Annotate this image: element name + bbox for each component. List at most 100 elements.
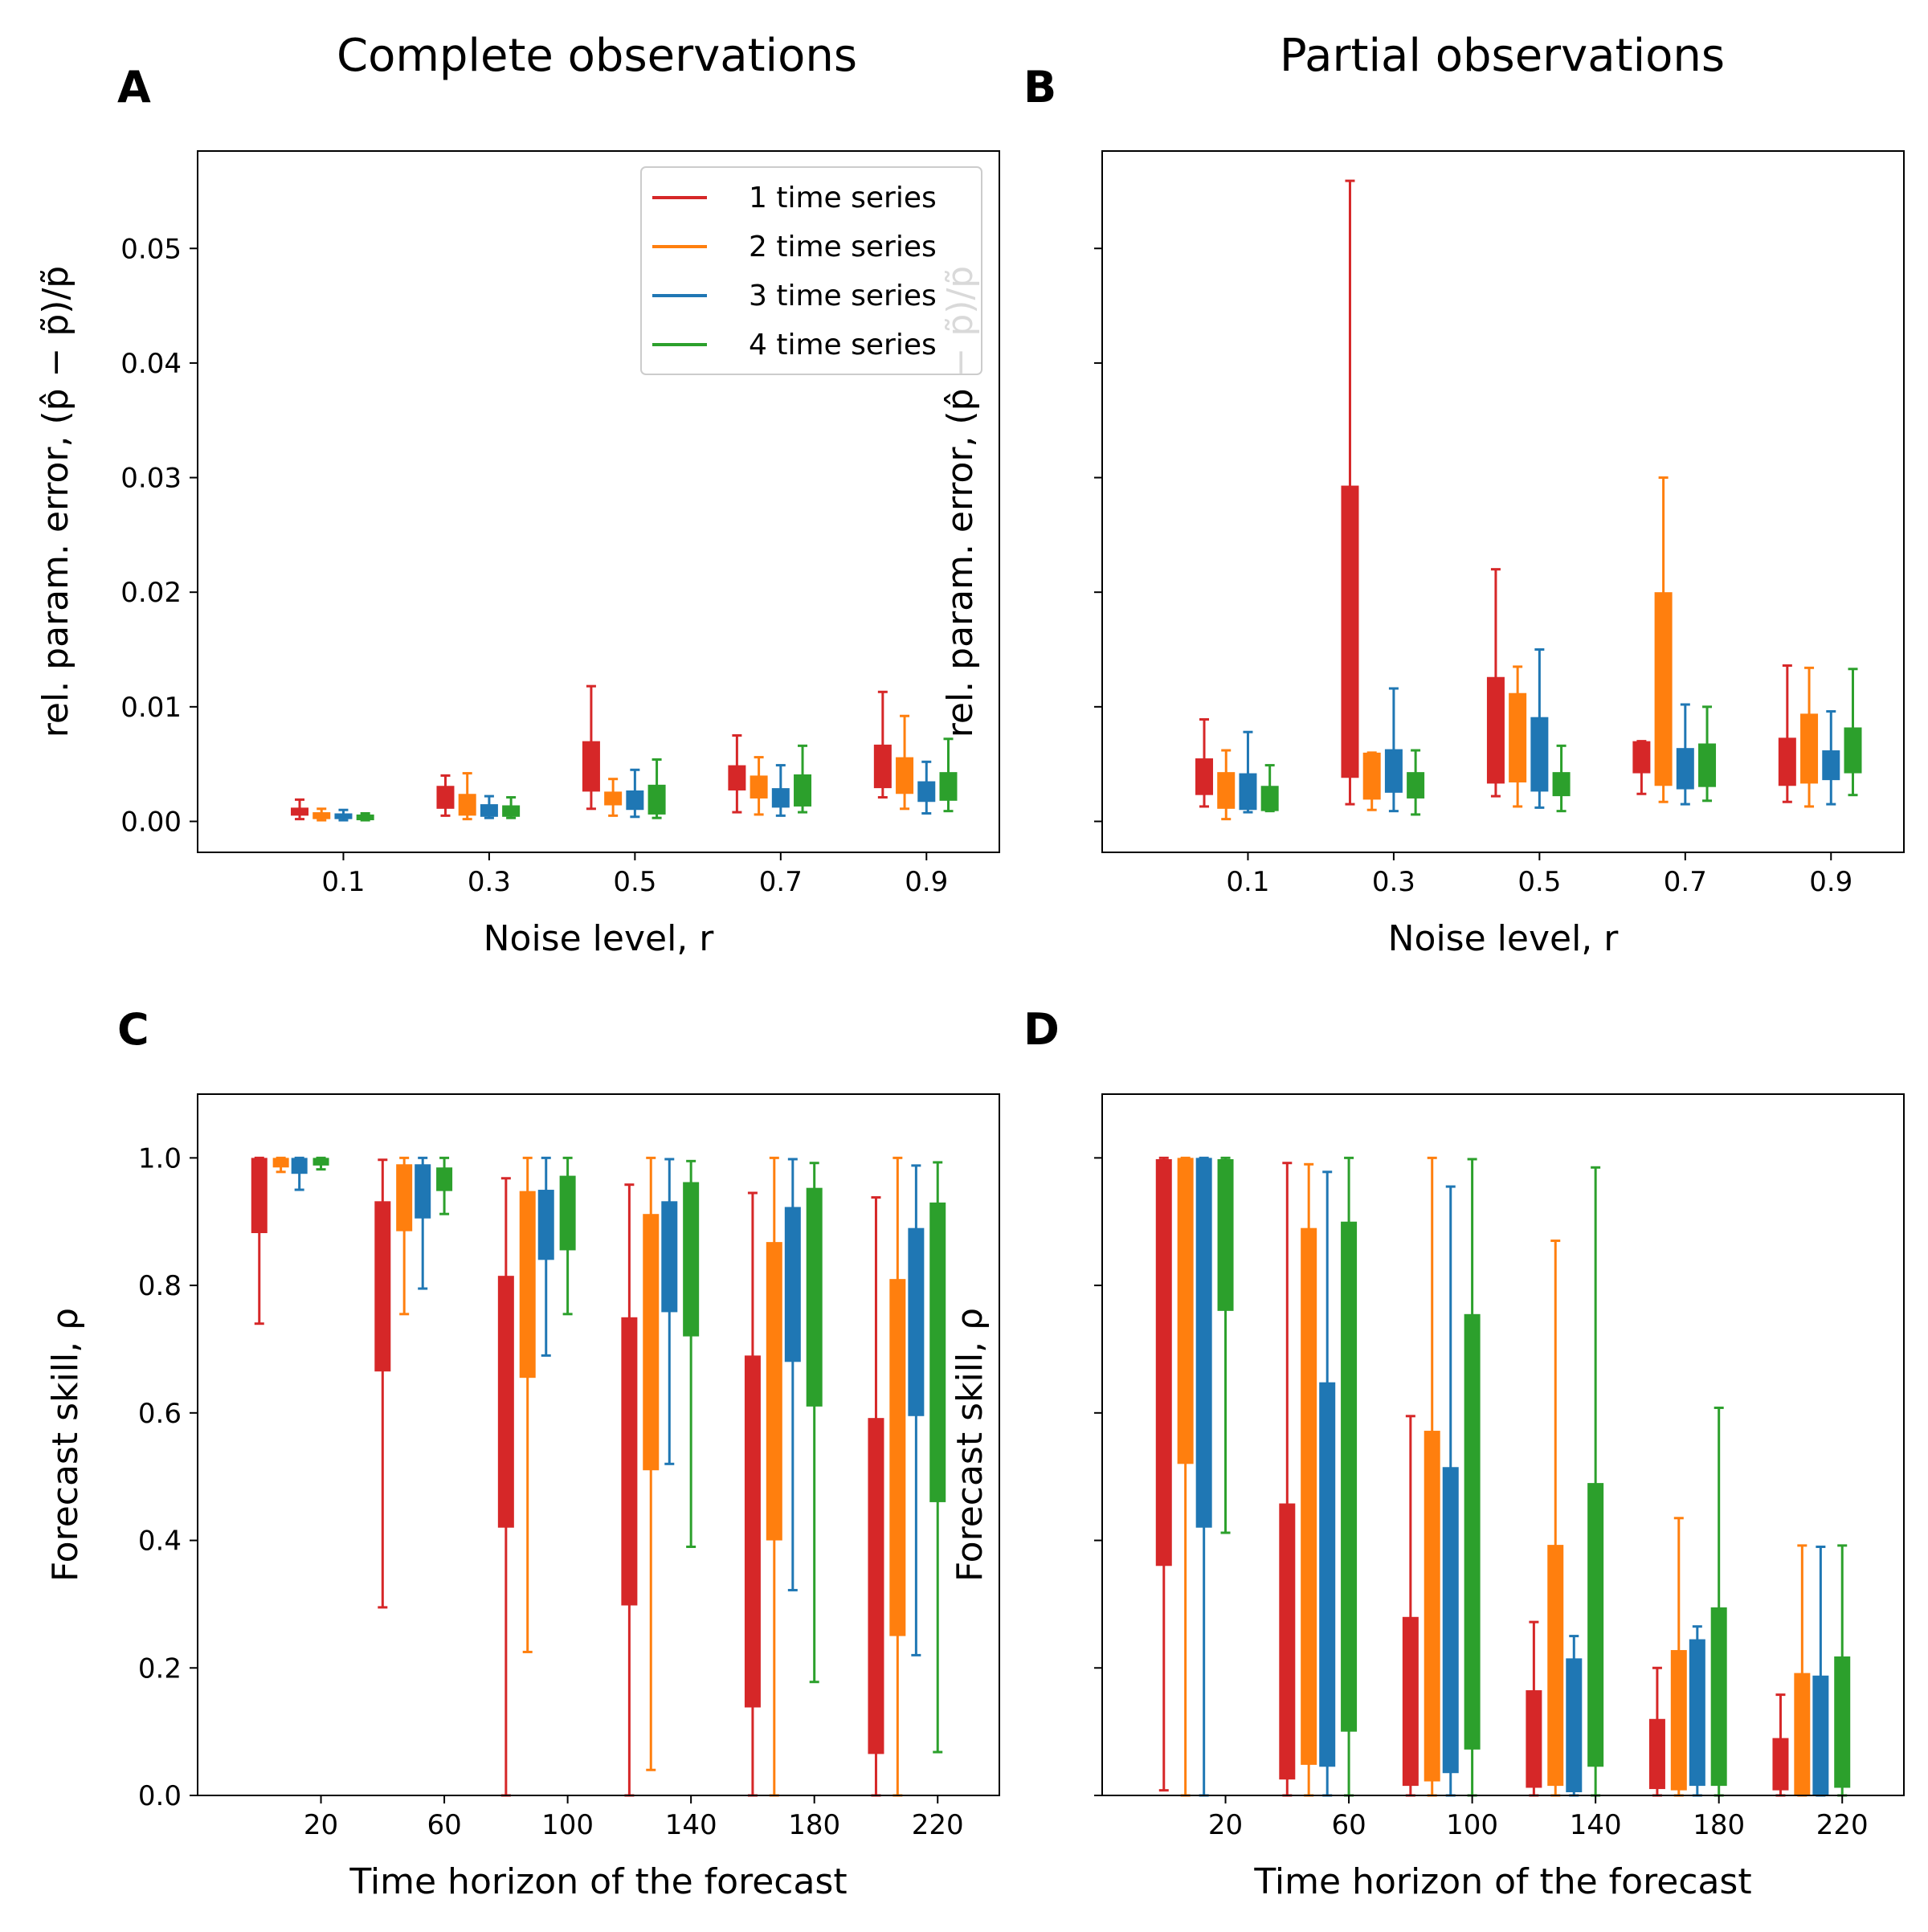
legend-item-label: 4 time series [749,329,937,361]
box-body [1552,772,1571,797]
series-2 [1217,476,1819,821]
box-body [291,1158,308,1174]
box-body [1407,772,1425,799]
box-body [334,813,353,819]
x-tick-label: 0.7 [1664,866,1707,898]
panel-letter: B [1023,62,1056,112]
box-body [750,775,768,799]
x-axis-label: Time horizon of the forecast [1253,1861,1751,1902]
box-body [1319,1382,1336,1767]
box-body [1778,737,1796,786]
series-3 [1195,1156,1829,1797]
box-body [1772,1738,1789,1791]
x-tick-label: 0.1 [1226,866,1269,898]
box-body [312,812,331,819]
box-body [929,1202,946,1502]
box-body [480,804,498,817]
box-body [1177,1158,1194,1464]
box-body [1587,1483,1604,1767]
panel-c: C 20 60 100 140 180 220 0.0 0.2 0.4 0.6 0.8 1.0 Time … [45,1004,1000,1902]
box-body [1822,750,1840,781]
box-body [502,805,521,817]
x-tick-label: 100 [1446,1809,1498,1841]
box-body [1341,1221,1358,1732]
panel-a: A 0.1 0.3 0.5 0.7 0.9 0.00 0.01 0.02 0.03 0.04 0.05… [35,62,1000,959]
legend-item-label: 3 time series [749,280,937,312]
box-body [519,1191,536,1379]
y-tick-label: 0.2 [138,1652,182,1685]
x-tick-label: 220 [912,1809,964,1841]
series-4 [312,1156,946,1754]
box-body [537,1190,554,1260]
box-body [939,772,958,801]
panel-d: D 20 60 100 140 180 220 Time horizon of the for… [950,1004,1905,1902]
box-body [766,1242,782,1541]
axes-frame [1101,150,1905,853]
legend: 1 time series 2 time series 3 time series 4… [640,166,982,375]
x-tick-label: 60 [1331,1809,1366,1841]
y-tick-label: 0.6 [138,1398,182,1430]
box-body [728,765,746,790]
box-body [415,1164,431,1219]
axes-frame [197,1093,1000,1796]
box-body [1362,752,1381,800]
box-body [1566,1658,1583,1793]
x-tick-label: 0.1 [321,866,365,898]
x-tick-label: 0.5 [613,866,656,898]
axes-frame [1101,1093,1905,1796]
box-body [744,1355,761,1708]
x-tick-label: 220 [1816,1809,1869,1841]
y-tick-label: 0.00 [120,806,182,838]
box-body [626,790,644,811]
x-tick-label: 180 [1693,1809,1745,1841]
y-tick-label: 0.01 [120,692,182,724]
box-body [647,784,666,815]
x-tick-label: 60 [427,1809,461,1841]
series-1 [1155,1156,1789,1797]
box-body [1834,1656,1851,1788]
panels-group: A 0.1 0.3 0.5 0.7 0.9 0.00 0.01 0.02 0.03 0.04 0.05… [35,62,1905,1902]
column-title-partial: Partial observations [1280,30,1725,82]
box-body [1486,676,1505,784]
panel-letter: C [117,1004,149,1055]
box-body [1698,743,1717,787]
box-body [1402,1616,1419,1787]
box-body [436,786,455,809]
box-body [896,757,914,794]
box-body [1648,1718,1665,1790]
box-body [436,1167,453,1191]
box-body [312,1158,329,1166]
box-body [1710,1607,1727,1787]
box-body [374,1201,391,1372]
x-tick-label: 0.3 [1372,866,1415,898]
box-body [291,807,309,816]
box-body [1442,1467,1459,1774]
box-body [356,814,374,821]
box-body [1509,692,1527,782]
box-body [251,1158,268,1234]
box-body [1676,748,1694,790]
box-body [908,1227,925,1416]
box-body [1301,1227,1317,1765]
box-body [1654,592,1673,786]
box-body [582,741,600,792]
series-2 [1177,1156,1811,1797]
box-body [396,1164,413,1231]
series-1 [291,684,892,821]
box-body [806,1187,823,1407]
y-tick-label: 0.8 [138,1270,182,1302]
box-body [272,1158,289,1168]
box-body [1794,1673,1811,1795]
y-axis-label: Forecast skill, ρ [45,1308,86,1582]
y-axis-label: rel. param. error, (p̂ − p̃)/p̃ [35,266,76,737]
box-body [784,1207,801,1362]
series-1 [251,1156,884,1797]
box-body [1260,786,1279,811]
box-body [1217,1158,1234,1311]
box-body [621,1317,638,1606]
series-3 [334,760,936,822]
x-tick-label: 0.5 [1517,866,1561,898]
y-tick-label: 0.04 [120,348,182,380]
box-body [889,1279,906,1636]
box-body [458,794,476,816]
